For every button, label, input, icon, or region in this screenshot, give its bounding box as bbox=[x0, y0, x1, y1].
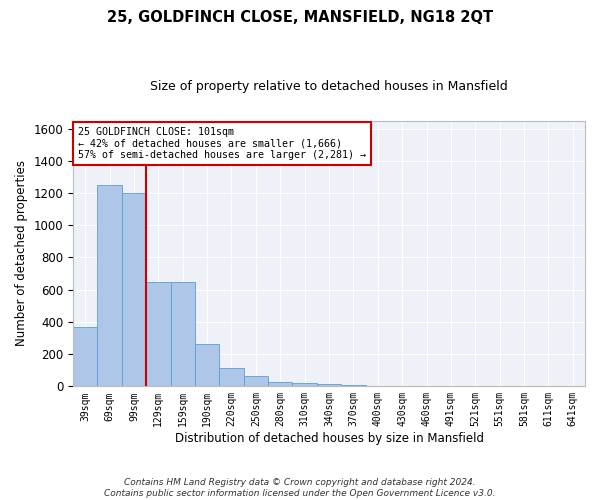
Text: 25, GOLDFINCH CLOSE, MANSFIELD, NG18 2QT: 25, GOLDFINCH CLOSE, MANSFIELD, NG18 2QT bbox=[107, 10, 493, 25]
Text: 25 GOLDFINCH CLOSE: 101sqm
← 42% of detached houses are smaller (1,666)
57% of s: 25 GOLDFINCH CLOSE: 101sqm ← 42% of deta… bbox=[78, 127, 366, 160]
Bar bbox=[195, 344, 220, 386]
Bar bbox=[317, 384, 341, 386]
Bar bbox=[122, 193, 146, 386]
Bar bbox=[146, 282, 170, 387]
Bar bbox=[244, 376, 268, 386]
Bar bbox=[292, 383, 317, 386]
Bar bbox=[220, 368, 244, 386]
X-axis label: Distribution of detached houses by size in Mansfield: Distribution of detached houses by size … bbox=[175, 432, 484, 445]
Bar bbox=[341, 384, 365, 386]
Bar bbox=[97, 185, 122, 386]
Text: Contains HM Land Registry data © Crown copyright and database right 2024.
Contai: Contains HM Land Registry data © Crown c… bbox=[104, 478, 496, 498]
Bar bbox=[73, 326, 97, 386]
Title: Size of property relative to detached houses in Mansfield: Size of property relative to detached ho… bbox=[150, 80, 508, 93]
Bar bbox=[170, 282, 195, 387]
Bar bbox=[268, 382, 292, 386]
Y-axis label: Number of detached properties: Number of detached properties bbox=[15, 160, 28, 346]
